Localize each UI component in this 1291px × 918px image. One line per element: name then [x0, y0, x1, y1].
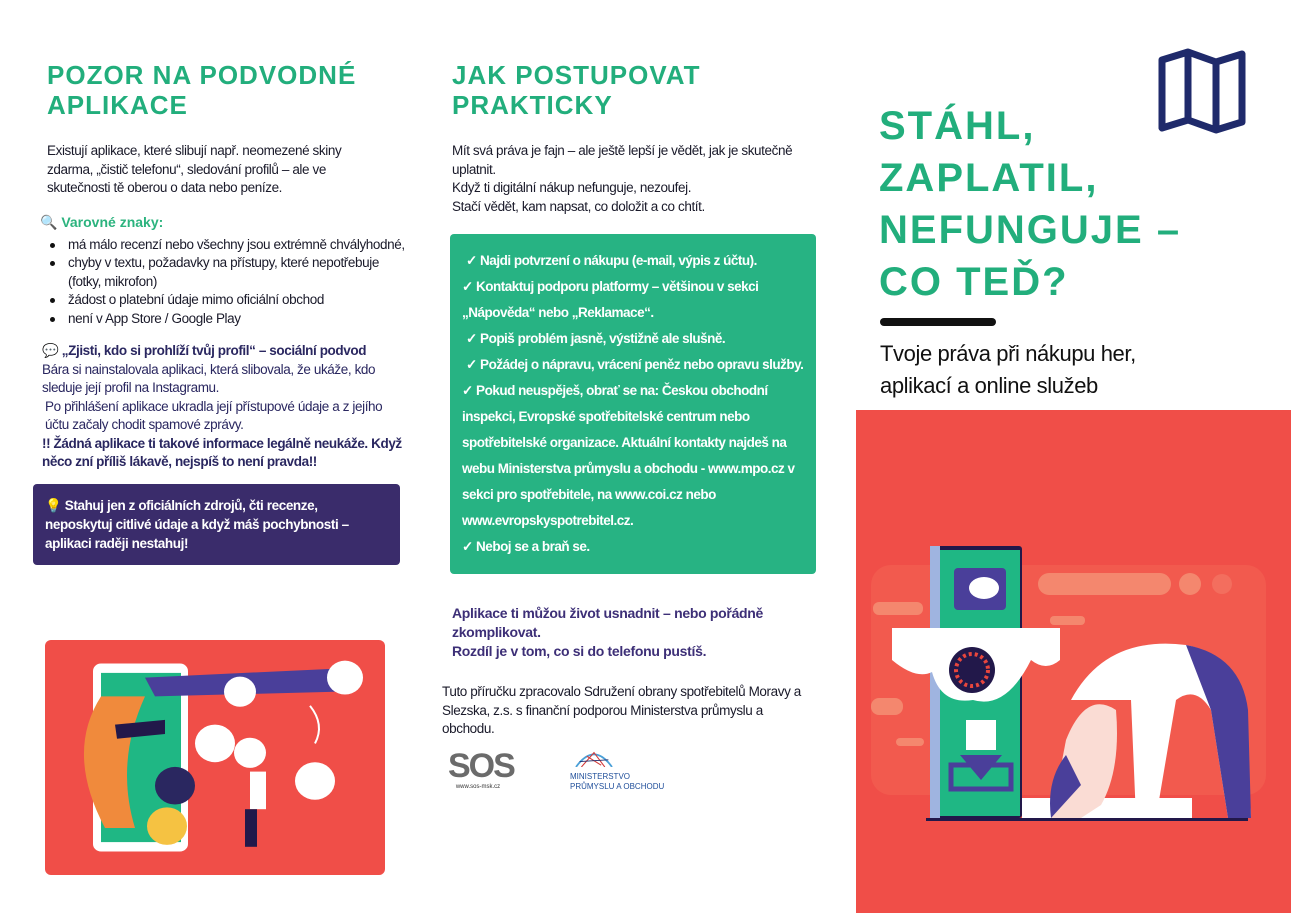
sos-logo: SOS www.sos-msk.cz	[448, 746, 516, 790]
phishing-illustration	[45, 640, 385, 875]
column-2: JAK POSTUPOVAT PRAKTICKY Mít svá práva j…	[442, 60, 822, 792]
step-item: ✓ Kontaktuj podporu platformy – většinou…	[462, 279, 759, 320]
story-warning: !! Žádná aplikace ti takové informace le…	[42, 435, 402, 470]
step-item: ✓ Popiš problém jasně, výstižně ale sluš…	[466, 331, 726, 346]
step-item: ✓ Neboj se a braň se.	[462, 539, 590, 554]
column-1: POZOR NA PODVODNÉ APLIKACE Existují apli…	[33, 60, 405, 565]
magnifier-icon: 🔍	[40, 213, 58, 230]
list-item: chyby v textu, požadavky na přístupy, kt…	[46, 254, 405, 291]
column-3: STÁHL, ZAPLATIL, NEFUNGUJE – CO TEĎ? Tvo…	[879, 100, 1284, 402]
lightbulb-icon: 💡	[45, 497, 62, 513]
col2-intro: Mít svá práva je fajn – ale ještě lepší …	[452, 143, 793, 214]
mpo-emblem	[575, 751, 613, 768]
list-item: žádost o platební údaje mimo oficiální o…	[46, 291, 405, 310]
speech-bubble-icon: 💬	[42, 343, 59, 358]
col1-intro: Existují aplikace, které slibují např. n…	[47, 143, 342, 195]
warning-list: má málo recenzí nebo všechny jsou extrém…	[46, 236, 405, 329]
story-block: 💬 „Zjisti, kdo si prohlíží tvůj profil“ …	[42, 342, 402, 472]
step-item: ✓ Pokud neuspěješ, obrať se na: Českou o…	[462, 383, 795, 528]
logos: SOS www.sos-msk.cz MINISTERSTVO PRŮMYSLU…	[448, 749, 822, 792]
credit-text: Tuto příručku zpracovalo Sdružení obrany…	[442, 684, 801, 736]
list-item: má málo recenzí nebo všechny jsou extrém…	[46, 236, 405, 255]
step-item: ✓ Najdi potvrzení o nákupu (e-mail, výpi…	[466, 253, 757, 268]
col1-heading: POZOR NA PODVODNÉ APLIKACE	[47, 60, 357, 120]
closing-text: Aplikace ti můžou život usnadnit – nebo …	[452, 605, 764, 659]
step-item: ✓ Požádej o nápravu, vrácení peněz nebo …	[466, 357, 804, 372]
steps-box: ✓ Najdi potvrzení o nákupu (e-mail, výpi…	[450, 234, 816, 574]
warning-heading: 🔍 Varovné znaky:	[40, 213, 164, 230]
title-divider	[880, 318, 996, 326]
map-icon	[1158, 48, 1246, 134]
story-text: Po přihlášení aplikace ukradla její přís…	[45, 398, 383, 433]
col2-heading: JAK POSTUPOVAT PRAKTICKY	[452, 60, 701, 120]
subtitle: Tvoje práva při nákupu her, aplikací a o…	[880, 341, 1136, 398]
download-illustration	[856, 410, 1291, 913]
list-item: není v App Store / Google Play	[46, 310, 405, 329]
tip-box: 💡 Stahuj jen z oficiálních zdrojů, čti r…	[33, 483, 400, 565]
main-title: STÁHL, ZAPLATIL, NEFUNGUJE – CO TEĎ?	[879, 104, 1182, 304]
mpo-logo: MINISTERSTVO PRŮMYSLU A OBCHODU	[570, 749, 680, 792]
story-text: Bára si nainstalovala aplikaci, která sl…	[42, 361, 376, 396]
